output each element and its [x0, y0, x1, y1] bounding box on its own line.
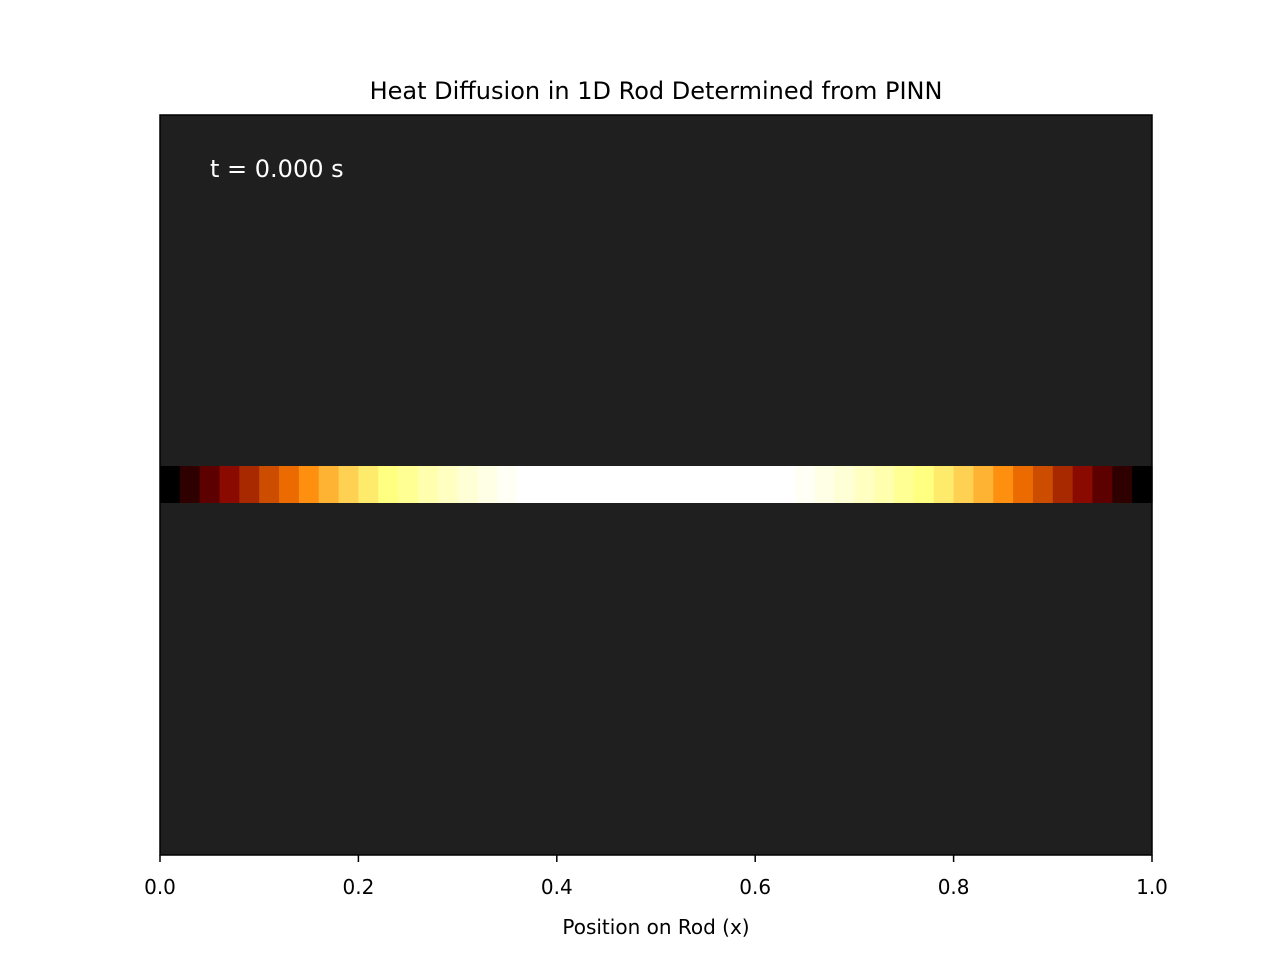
x-tick-label: 0.2: [342, 875, 374, 899]
x-axis-label: Position on Rod (x): [562, 915, 749, 939]
heat-cell: [417, 466, 439, 503]
heat-cell: [219, 466, 240, 503]
heat-cell: [1092, 466, 1113, 503]
heat-cell: [160, 466, 181, 503]
chart-title: Heat Diffusion in 1D Rod Determined from…: [370, 77, 943, 105]
heat-cell: [794, 466, 816, 503]
heat-cell: [556, 466, 578, 503]
heat-cell: [894, 466, 915, 503]
heat-cell: [993, 466, 1014, 503]
x-axis: 0.0 0.2 0.4 0.6 0.8 1.0: [144, 855, 1168, 899]
heat-cell: [596, 466, 617, 503]
heat-cell: [973, 466, 994, 503]
heat-cell: [199, 466, 221, 503]
heat-cell: [953, 466, 975, 503]
heat-cell: [854, 466, 875, 503]
heat-cell: [675, 466, 697, 503]
rod-temperature-strip: [160, 466, 1153, 503]
heat-cell: [834, 466, 855, 503]
heat-cell: [715, 466, 736, 503]
heat-cell: [1112, 466, 1133, 503]
x-tick-label: 0.6: [739, 875, 771, 899]
heat-cell: [1032, 466, 1054, 503]
x-tick-label: 0.0: [144, 875, 176, 899]
heat-cell: [318, 466, 340, 503]
heat-cell: [755, 466, 776, 503]
heat-cell: [398, 466, 419, 503]
heat-cell: [656, 466, 677, 503]
heat-cell: [913, 466, 935, 503]
heat-cell: [775, 466, 796, 503]
heat-cell: [259, 466, 280, 503]
time-annotation: t = 0.000 s: [210, 155, 344, 183]
plot-frame: [159, 114, 1153, 856]
heat-cell: [695, 466, 717, 503]
heat-cell: [636, 466, 657, 503]
heat-cell: [517, 466, 538, 503]
heat-cell: [1013, 466, 1034, 503]
heat-cell: [497, 466, 518, 503]
heat-cell: [1072, 466, 1094, 503]
heat-cell: [616, 466, 637, 503]
heat-cell: [298, 466, 320, 503]
heat-cell: [358, 466, 379, 503]
x-tick-label: 0.8: [938, 875, 970, 899]
heat-cell: [338, 466, 359, 503]
heat-cell: [576, 466, 598, 503]
heat-cell: [874, 466, 895, 503]
heat-cell: [457, 466, 479, 503]
heat-cell: [477, 466, 498, 503]
heat-cell: [735, 466, 756, 503]
heat-cell: [378, 466, 399, 503]
heat-cell: [239, 466, 260, 503]
heat-cell: [933, 466, 955, 503]
x-tick-label: 1.0: [1136, 875, 1168, 899]
heat-cell: [279, 466, 300, 503]
heat-cell: [1052, 466, 1074, 503]
heat-cell: [1132, 466, 1153, 503]
x-tick-label: 0.4: [541, 875, 573, 899]
heat-cell: [179, 466, 201, 503]
heat-cell: [437, 466, 459, 503]
heat-cell: [536, 466, 558, 503]
heat-cell: [814, 466, 836, 503]
